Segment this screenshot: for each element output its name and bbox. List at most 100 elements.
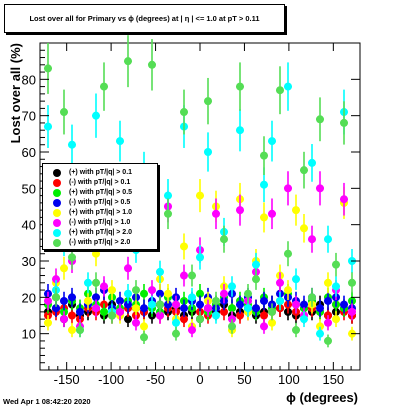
data-point (284, 249, 292, 258)
data-point (284, 286, 292, 295)
y-tick-label: 40 (22, 218, 36, 233)
data-point (92, 111, 100, 120)
x-tick-label: -100 (98, 372, 124, 387)
data-point (108, 286, 116, 295)
data-point (180, 304, 188, 313)
series-7 (44, 35, 356, 348)
data-point (108, 311, 116, 320)
y-tick-label: 50 (22, 181, 36, 196)
data-point (308, 293, 316, 302)
data-point (324, 278, 332, 287)
data-point (236, 300, 244, 309)
x-tick-label: 0 (196, 372, 203, 387)
data-point (68, 293, 76, 302)
legend-label: (+) with pT/|q| > 1.0 (69, 209, 133, 216)
data-point (156, 267, 164, 276)
data-point (260, 296, 268, 305)
data-point (300, 300, 308, 309)
data-point (204, 97, 212, 106)
legend-entry: (+) with pT/|q| > 1.0 (43, 208, 157, 218)
legend-entry: (+) with pT/|q| > 2.0 (43, 228, 157, 238)
data-point (324, 296, 332, 305)
data-point (68, 311, 76, 320)
y-tick-label: 10 (22, 327, 36, 342)
data-point (196, 191, 204, 200)
data-point (76, 326, 84, 335)
legend-entry: (-) with pT/|q| > 1.0 (43, 218, 157, 228)
data-point (140, 289, 148, 298)
data-point (44, 64, 52, 73)
data-point (260, 213, 268, 222)
data-point (236, 82, 244, 91)
legend-marker (53, 229, 61, 237)
data-point (268, 318, 276, 327)
data-point (84, 296, 92, 305)
data-point (300, 315, 308, 324)
legend-label: (-) with pT/|q| > 1.0 (69, 219, 131, 226)
legend-marker (53, 169, 61, 177)
data-point (332, 315, 340, 324)
y-tick-label: 30 (22, 254, 36, 269)
axis-ticks: -150 -100 -50 0 50 100 150 10 20 30 40 50 60 70 80 (22, 43, 361, 387)
legend-entry: (-) with pT/|q| > 0.5 (43, 198, 157, 208)
data-point (268, 307, 276, 316)
y-tick-label: 80 (22, 72, 36, 87)
data-point (116, 296, 124, 305)
legend-marker (53, 179, 61, 187)
x-tick-label: -50 (146, 372, 165, 387)
data-point (60, 264, 68, 273)
legend: (+) with pT/|q| > 0.1 (-) with pT/|q| > 0… (42, 163, 158, 250)
data-point (228, 304, 236, 313)
data-point (340, 195, 348, 204)
data-point (116, 307, 124, 316)
data-point (300, 224, 308, 233)
data-point (340, 118, 348, 127)
x-tick-label: 100 (278, 372, 300, 387)
data-point (348, 278, 356, 287)
data-point (196, 253, 204, 262)
data-point (196, 300, 204, 309)
data-point (164, 191, 172, 200)
data-point (292, 300, 300, 309)
legend-marker (53, 189, 61, 197)
data-point (140, 322, 148, 331)
data-point (292, 326, 300, 335)
x-axis-label: ϕ (degrees) (286, 390, 358, 405)
data-point (252, 260, 260, 269)
data-point (204, 304, 212, 313)
data-point (228, 322, 236, 331)
data-point (324, 235, 332, 244)
data-point (180, 242, 188, 251)
legend-marker (53, 199, 61, 207)
data-point (316, 329, 324, 338)
data-point (260, 322, 268, 331)
legend-entry: (-) with pT/|q| > 0.1 (43, 178, 157, 188)
data-point (148, 60, 156, 69)
data-point (228, 282, 236, 291)
data-point (52, 275, 60, 284)
data-point (156, 311, 164, 320)
data-point (300, 166, 308, 175)
legend-entry: (+) with pT/|q| > 0.1 (43, 168, 157, 178)
data-point (268, 137, 276, 146)
data-point (172, 300, 180, 309)
data-point (100, 282, 108, 291)
legend-entry: (-) with pT/|q| > 2.0 (43, 238, 157, 248)
data-point (252, 304, 260, 313)
data-point (332, 260, 340, 269)
data-point (60, 296, 68, 305)
data-point (324, 318, 332, 327)
data-point (52, 293, 60, 302)
data-point (44, 296, 52, 305)
data-point (220, 289, 228, 298)
data-point (164, 300, 172, 309)
data-point (188, 271, 196, 280)
legend-label: (+) with pT/|q| > 0.1 (69, 169, 133, 176)
y-tick-label: 70 (22, 109, 36, 124)
legend-marker (53, 219, 61, 227)
data-point (292, 275, 300, 284)
data-point (316, 322, 324, 331)
data-point (132, 304, 140, 313)
data-point (68, 326, 76, 335)
